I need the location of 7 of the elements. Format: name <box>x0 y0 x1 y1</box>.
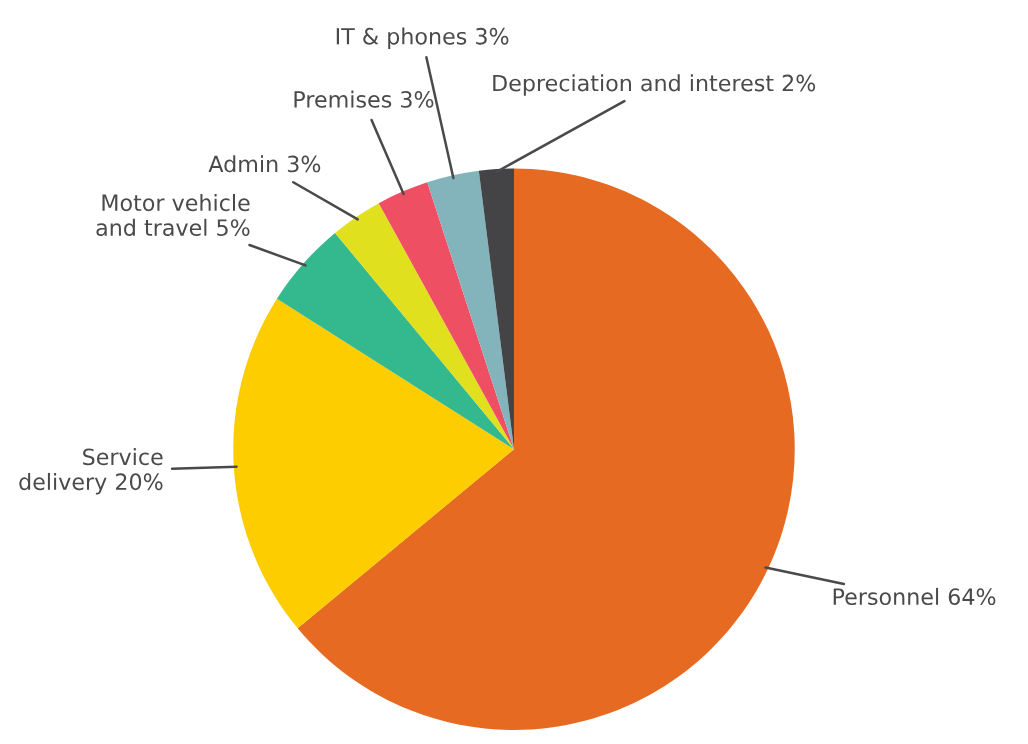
slice-label: Depreciation and interest 2% <box>493 74 816 96</box>
slice-label: Admin 3% <box>208 155 321 173</box>
slice-label: IT & phones 3% <box>336 27 509 49</box>
slice-label: Motor vehicle and travel 5% <box>96 193 250 237</box>
slice-label: Service delivery 20% <box>19 448 163 495</box>
slice-label: Premises 3% <box>294 90 434 108</box>
slice-label: Personnel 64% <box>833 587 996 606</box>
